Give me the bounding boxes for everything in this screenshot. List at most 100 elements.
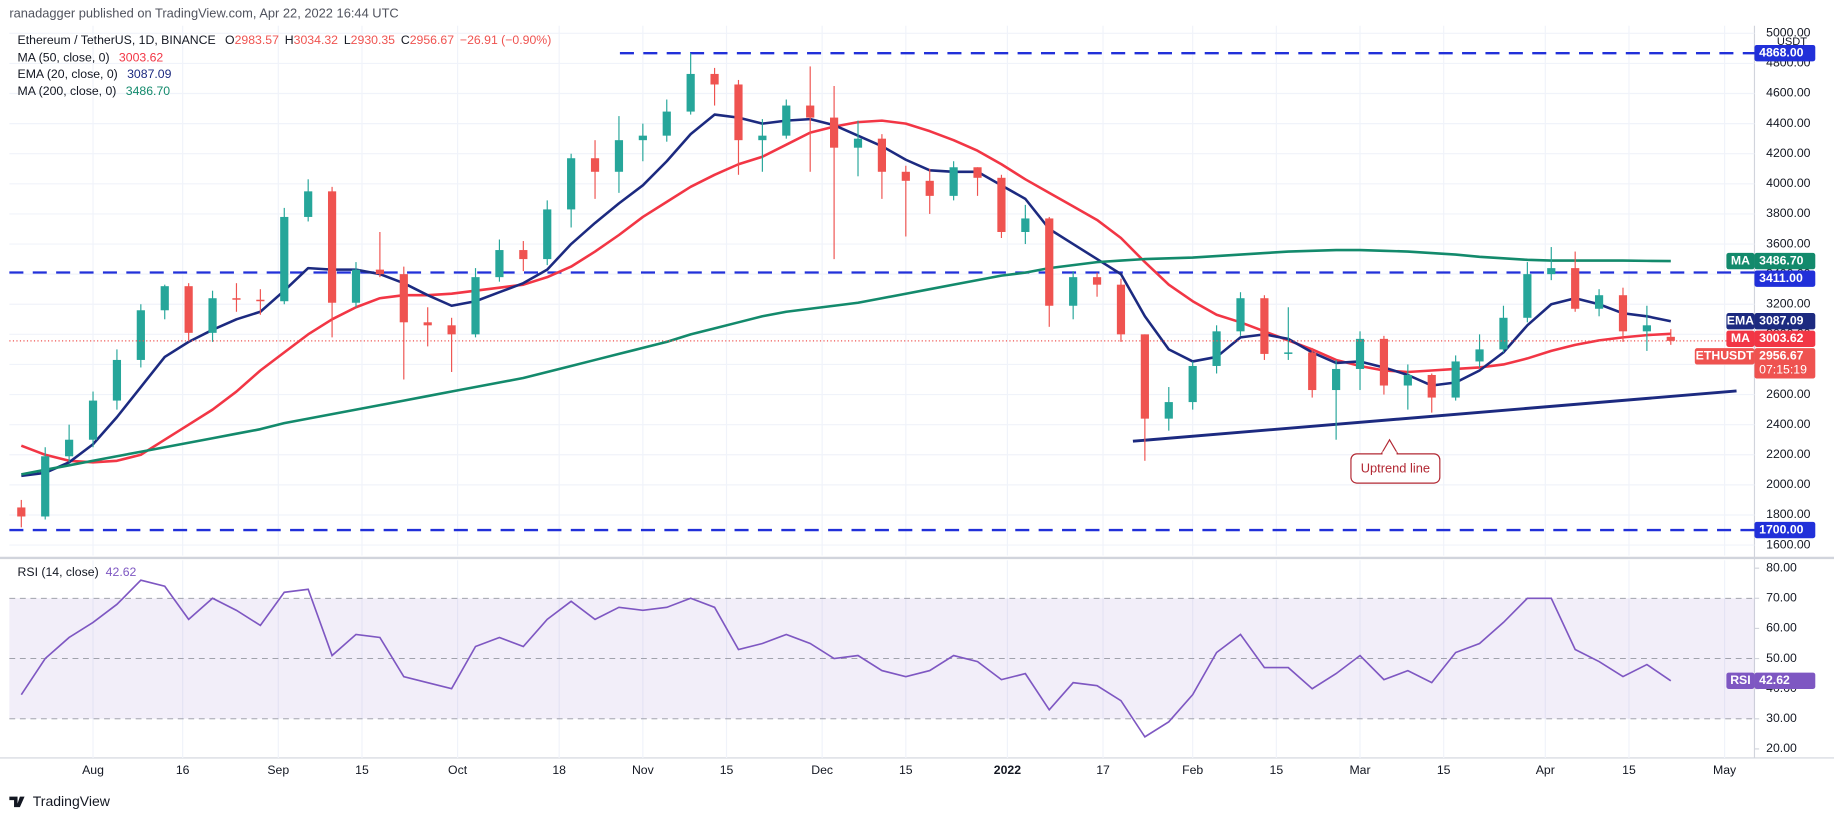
candle-body (304, 191, 313, 217)
candle-body (399, 274, 408, 323)
legend-value: 3486.70 (126, 84, 171, 98)
logo-mark (9, 796, 25, 808)
candle-body (590, 158, 600, 172)
ohlc-change: −26.91 (−0.90%) (460, 33, 551, 47)
rsi-legend-value: 42.62 (106, 565, 137, 579)
candle-body (614, 140, 624, 172)
candle-body (830, 117, 839, 148)
series-tag-name-box (1726, 313, 1755, 330)
series-tag-name: EMA (1727, 313, 1754, 327)
candle-body (1451, 361, 1460, 398)
candle-body (710, 73, 719, 85)
candle-body (280, 216, 289, 302)
x-tick-label: Mar (1349, 763, 1370, 777)
candle-body (806, 105, 815, 118)
candle-body (1212, 331, 1221, 366)
publisher: ranadagger published on TradingView.com,… (9, 5, 398, 20)
x-tick-label: Apr (1536, 763, 1555, 777)
series-tag-name: MA (1731, 253, 1750, 267)
x-tick-label: 15 (1270, 763, 1284, 777)
candle-body (1069, 277, 1078, 306)
y-tick-label: 50.00 (1766, 651, 1797, 665)
level-tag-box (1754, 521, 1816, 539)
candle-body (88, 400, 98, 440)
candle-body (471, 277, 480, 335)
candle-body (782, 105, 791, 136)
series-tag-name-box (1726, 252, 1755, 270)
annotation-text: Uptrend line (1361, 460, 1430, 475)
y-tick-label: 4000.00 (1766, 176, 1811, 190)
y-tick-label: 4400.00 (1766, 116, 1811, 130)
candle-body (1260, 298, 1269, 354)
x-tick-label: 15 (355, 763, 369, 777)
candle-body (686, 73, 695, 112)
x-tick-label: Oct (448, 763, 468, 777)
series-tag-value-box (1754, 252, 1816, 270)
y-tick-label: 20.00 (1766, 741, 1797, 755)
candle-body (1332, 368, 1341, 391)
series-tag-name-box (1726, 330, 1755, 347)
series-tag-value: 3087.09 (1759, 313, 1804, 327)
series-tag-value: 3003.62 (1759, 331, 1804, 345)
rsi-tag-name-box (1726, 672, 1755, 689)
candle-body (1116, 284, 1126, 335)
y-tick-label: 3600.00 (1766, 236, 1811, 250)
candle-body (758, 135, 767, 141)
candle-body (1140, 334, 1149, 419)
candle-body (1403, 374, 1412, 386)
level-tag: 4868.00 (1759, 45, 1804, 59)
candle-body (1021, 218, 1030, 232)
ticker-tag-box (1694, 348, 1755, 365)
y-tick-label: 4600.00 (1766, 86, 1811, 100)
legend-symbol: Ethereum / TetherUS, 1D, BINANCE O2983.57… (18, 33, 552, 47)
candle-body (1427, 374, 1436, 398)
candle-body (1666, 336, 1675, 341)
x-tick-label: 15 (720, 763, 734, 777)
candle-body (1618, 295, 1628, 332)
candle-body (997, 177, 1006, 232)
y-tick-label: 70.00 (1766, 591, 1797, 605)
candle-body (949, 167, 958, 196)
legend-name: MA (50, close, 0) (18, 51, 110, 65)
ohlc-label: L (344, 33, 351, 47)
candle-body (65, 439, 74, 457)
x-tick-label: Sep (267, 763, 289, 777)
footer-brand: TradingView (33, 793, 111, 809)
price-tag-box (1754, 348, 1816, 379)
x-tick-label: Aug (82, 763, 104, 777)
y-tick-label: 1600.00 (1766, 537, 1811, 551)
legend-entry: MA (200, close, 0) 3486.70 (18, 84, 171, 98)
annotation-mask (1382, 451, 1397, 457)
x-tick-label: 2022 (994, 763, 1021, 777)
legend-name: MA (200, close, 0) (18, 84, 117, 98)
rsi-band (9, 598, 1755, 719)
y-tick-label: 5000.00 (1766, 26, 1811, 40)
candle-body (41, 456, 50, 517)
candle-body (1164, 402, 1173, 419)
candle-body (256, 299, 265, 302)
ma-line (21, 248, 1671, 476)
series-tag-value: 3486.70 (1759, 253, 1804, 267)
candle-body (1547, 268, 1556, 275)
x-tick-label: 18 (552, 763, 566, 777)
x-tick-label: May (1713, 763, 1737, 777)
candle-body (662, 111, 671, 136)
y-tick-label: 80.00 (1766, 560, 1797, 574)
candle-body (734, 84, 743, 141)
x-tick-label: 15 (899, 763, 913, 777)
ohlc-value: 2956.67 (410, 33, 455, 47)
candle-body (375, 269, 384, 275)
y-tick-label: 4200.00 (1766, 146, 1811, 160)
candle-body (208, 298, 217, 333)
legend-entry: EMA (20, close, 0) 3087.09 (18, 67, 172, 81)
series-tag-value-box (1754, 330, 1816, 347)
y-tick-label: 2000.00 (1766, 477, 1811, 491)
candle-body (232, 298, 241, 300)
candle-body (638, 135, 647, 141)
candle-body (184, 286, 193, 333)
legend-entry: MA (50, close, 0) 3003.62 (18, 51, 164, 65)
level-tag-box (1754, 270, 1816, 287)
